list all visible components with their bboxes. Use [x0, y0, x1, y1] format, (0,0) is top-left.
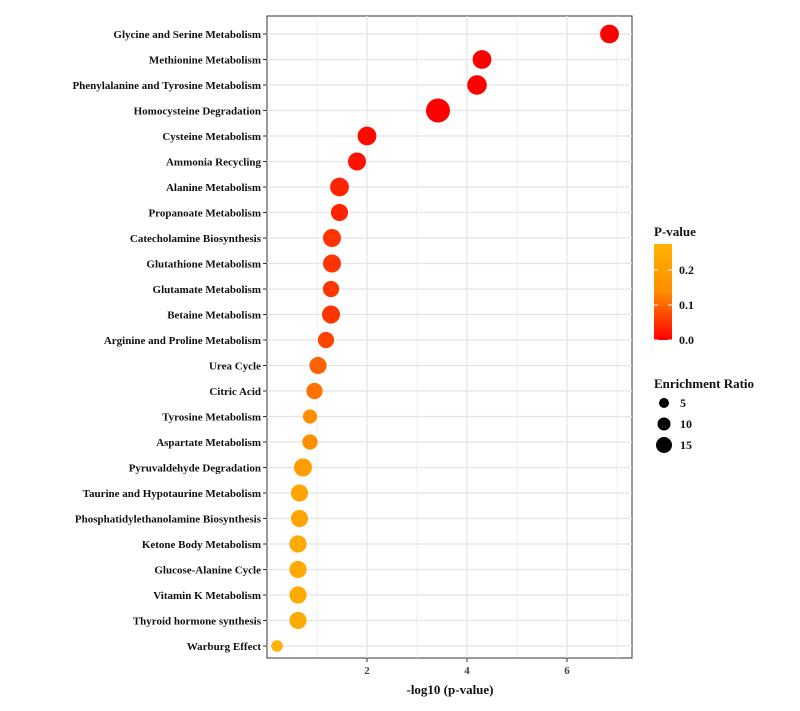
color-legend-bar [654, 244, 672, 340]
pathway-label: Taurine and Hypotaurine Metabolism [83, 488, 261, 500]
pathway-label: Cysteine Metabolism [162, 131, 261, 143]
pathway-label: Pyruvaldehyde Degradation [129, 463, 261, 475]
size-legend-dot-10 [657, 417, 671, 431]
data-point [347, 152, 367, 171]
data-point [271, 640, 283, 652]
x-axis-title: -log10 (p-value) [406, 682, 493, 697]
x-tick-label: 4 [464, 665, 470, 677]
data-point [289, 535, 307, 553]
data-point [317, 331, 335, 349]
data-point [322, 228, 342, 248]
data-point [330, 177, 349, 197]
x-tick-label: 2 [364, 665, 370, 677]
data-point [322, 254, 342, 273]
data-point [289, 586, 307, 604]
pathway-label: Thyroid hormone synthesis [133, 616, 262, 628]
pathway-label: Glutathione Metabolism [146, 259, 261, 271]
pathway-label: Betaine Metabolism [167, 310, 261, 322]
data-point [290, 484, 309, 502]
data-point [472, 50, 492, 69]
data-point [467, 75, 487, 95]
data-point [309, 356, 327, 375]
pathway-label: Glycine and Serine Metabolism [113, 29, 261, 41]
pathway-label: Glucose-Alanine Cycle [154, 565, 261, 577]
size-legend: Enrichment Ratio 5 10 15 [654, 376, 754, 453]
data-point [289, 611, 307, 630]
color-legend-tick-0.0: 0.0 [679, 333, 694, 347]
pathway-label: Urea Cycle [209, 361, 261, 373]
size-legend-dot-15 [656, 437, 672, 453]
data-point [357, 126, 377, 146]
grid-lines [267, 16, 632, 658]
data-point [302, 409, 318, 424]
pathway-label: Tyrosine Metabolism [162, 412, 261, 424]
size-legend-dot-5 [659, 398, 669, 408]
data-point [306, 382, 323, 400]
color-legend-tick-0.2: 0.2 [679, 263, 694, 277]
pathway-label: Glutamate Metabolism [153, 284, 261, 296]
color-legend-title: P-value [654, 224, 696, 239]
data-point [600, 24, 619, 44]
color-legend-tick-0.1: 0.1 [679, 298, 694, 312]
pathway-label: Homocysteine Degradation [134, 106, 261, 118]
pathway-label: Arginine and Proline Metabolism [104, 335, 261, 347]
data-point [322, 280, 340, 298]
pathway-label: Warburg Effect [187, 641, 262, 653]
pathway-label: Ammonia Recycling [166, 157, 262, 169]
pathway-label: Aspartate Metabolism [156, 437, 261, 449]
data-point [290, 509, 309, 528]
pathway-label: Methionine Metabolism [149, 55, 261, 67]
data-point [293, 458, 313, 477]
pathway-label: Phosphatidylethanolamine Biosynthesis [75, 514, 262, 526]
size-legend-label-5: 5 [680, 396, 686, 410]
y-axis-labels: Glycine and Serine Metabolism Methionine … [72, 29, 267, 653]
color-legend: P-value 0.2 0.1 0.0 [654, 224, 696, 347]
x-tick-label: 6 [564, 665, 570, 677]
pathway-label: Citric Acid [209, 386, 261, 398]
pathway-label: Alanine Metabolism [166, 182, 261, 194]
pathway-label: Catecholamine Biosynthesis [130, 233, 262, 245]
data-points [271, 24, 619, 652]
data-point [426, 98, 450, 123]
pathway-label: Vitamin K Metabolism [153, 590, 261, 602]
pathway-label: Ketone Body Metabolism [142, 539, 261, 551]
data-point [302, 434, 318, 450]
pathway-label: Phenylalanine and Tyrosine Metabolism [72, 80, 261, 92]
size-legend-label-15: 15 [680, 438, 692, 452]
size-legend-label-10: 10 [680, 417, 692, 431]
pathway-label: Propanoate Metabolism [148, 208, 261, 220]
data-point [289, 560, 307, 579]
data-point [321, 305, 341, 324]
data-point [330, 203, 349, 222]
x-axis-ticks: 2 4 6 [364, 658, 570, 677]
size-legend-title: Enrichment Ratio [654, 376, 754, 391]
